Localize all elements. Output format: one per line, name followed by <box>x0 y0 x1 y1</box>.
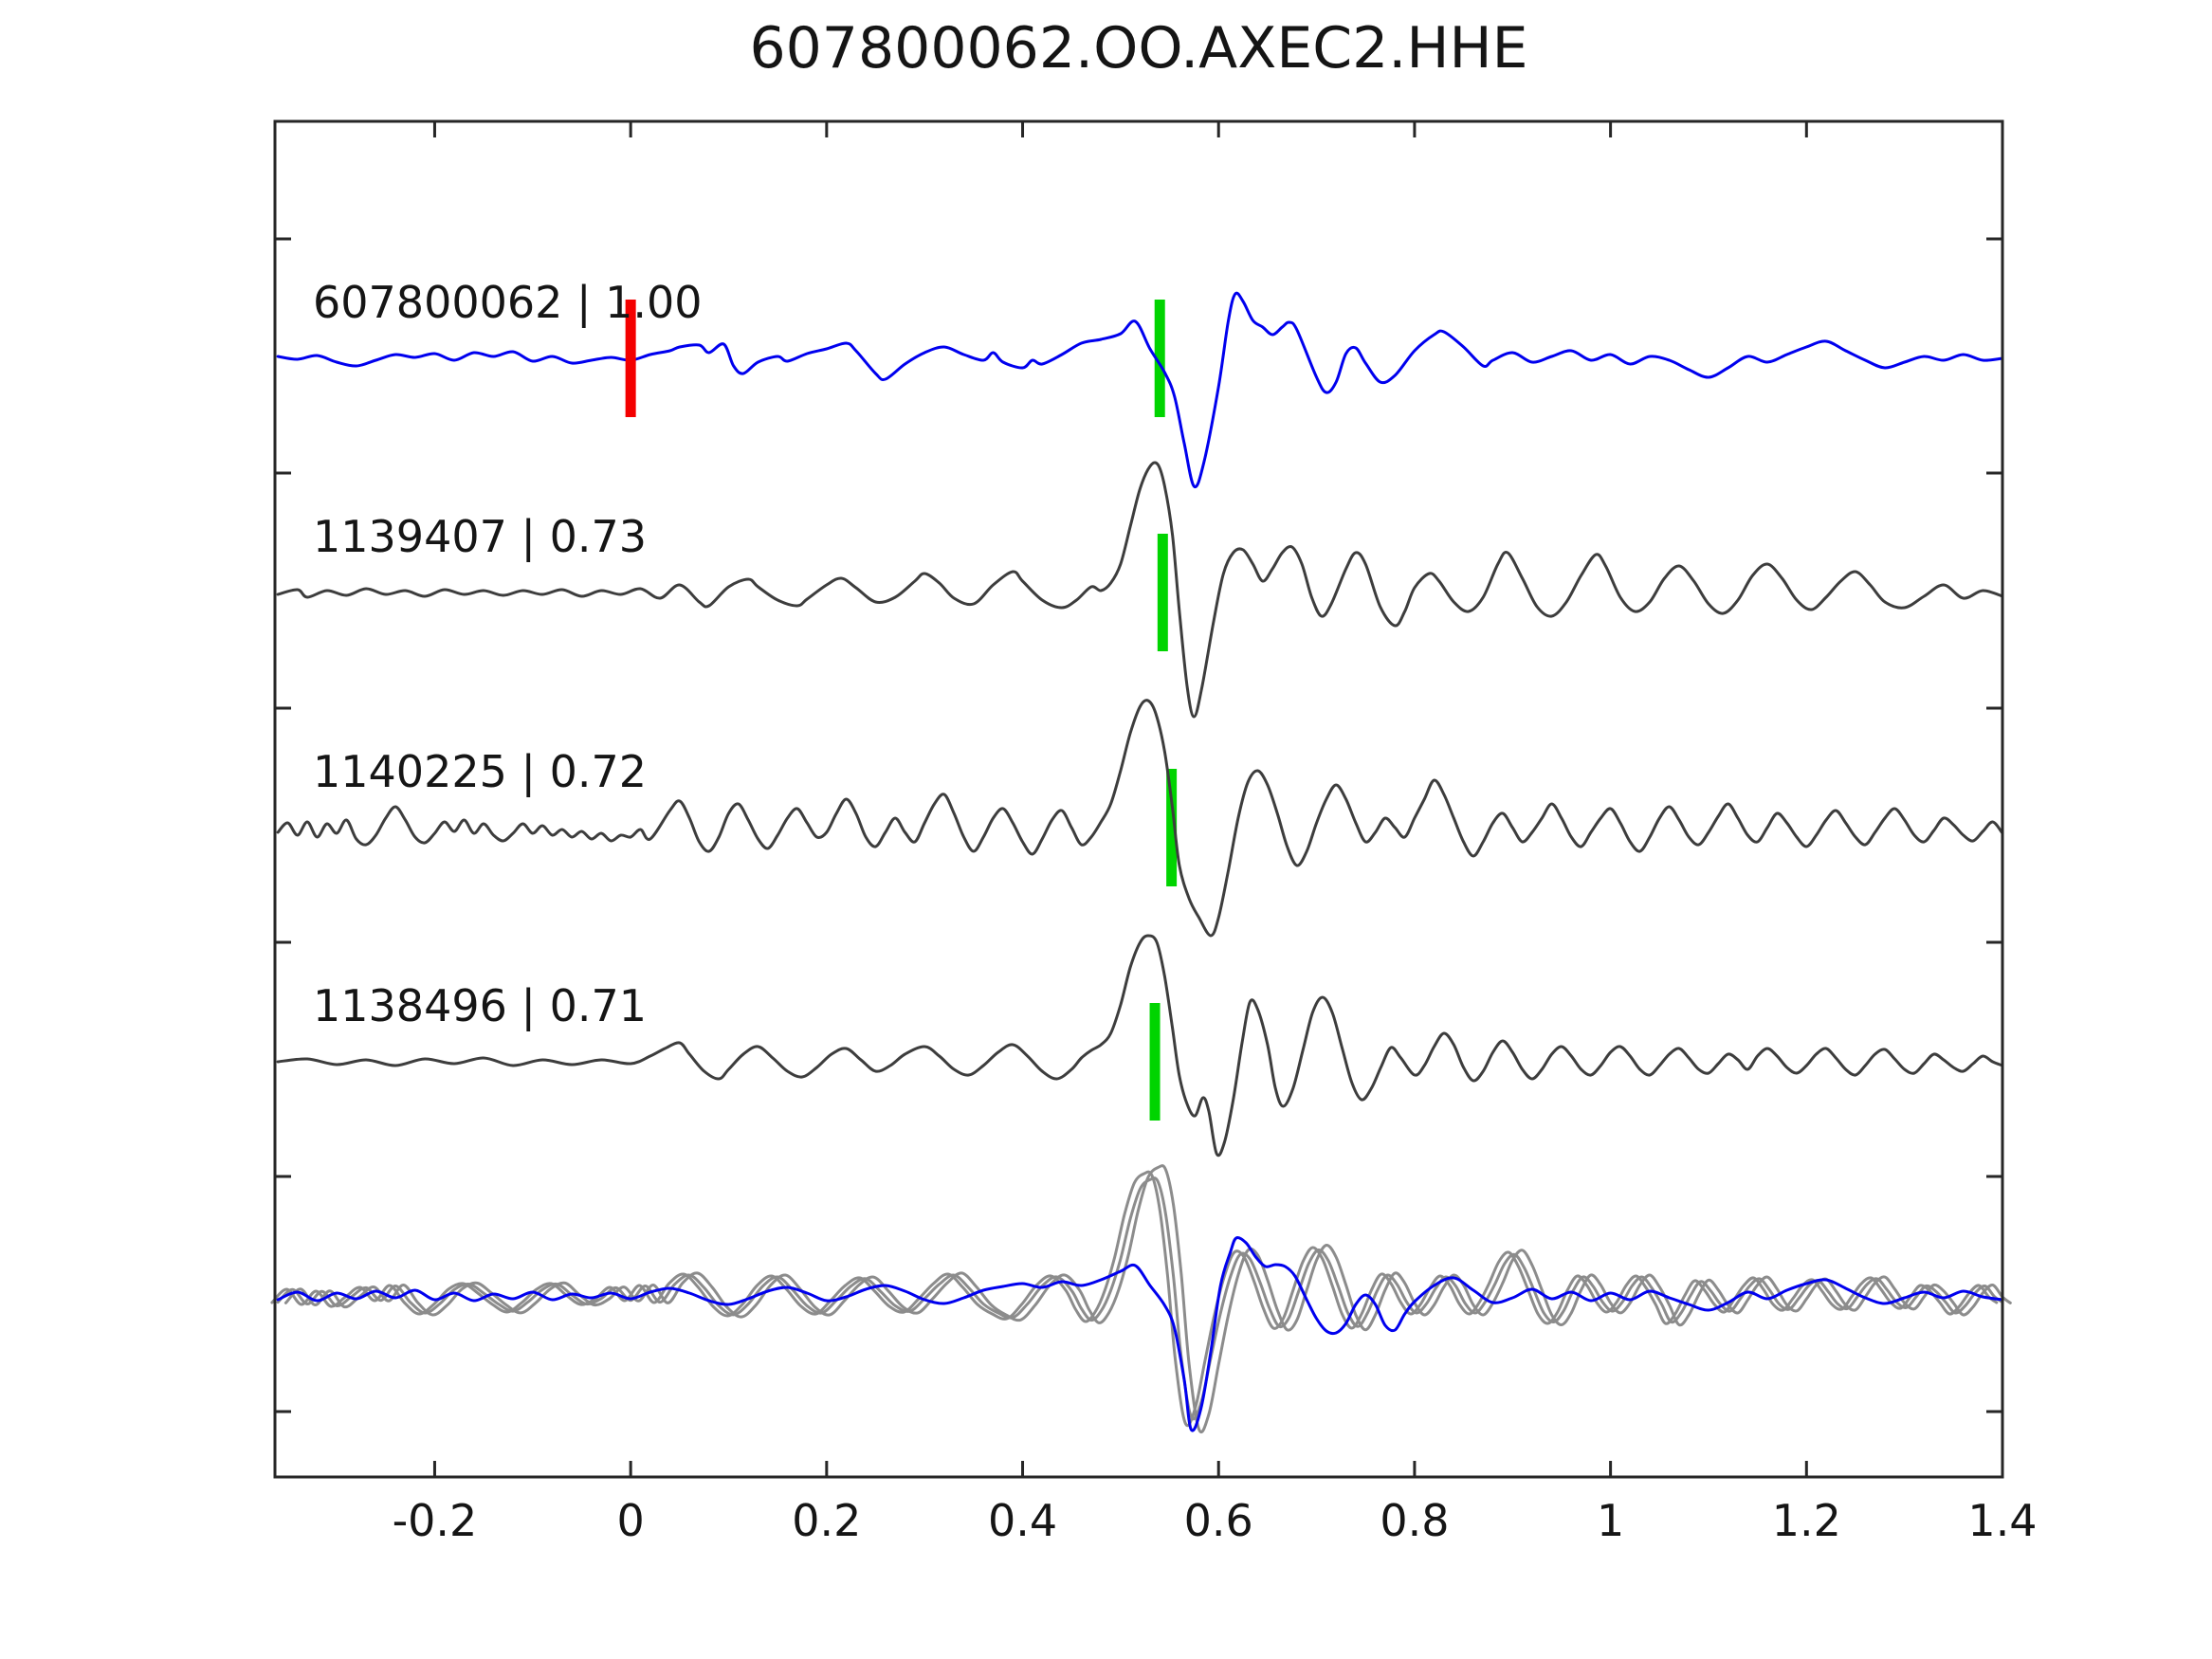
x-tick-label: 0 <box>617 1495 645 1546</box>
x-tick-label: 0.4 <box>988 1495 1057 1546</box>
overlay-detection-trace-2 <box>276 1176 2004 1421</box>
x-tick-label: 1 <box>1597 1495 1624 1546</box>
x-tick-label: -0.2 <box>393 1495 478 1546</box>
overlay-template-trace <box>276 1236 2004 1432</box>
trace-label-1139407: 1139407 | 0.73 <box>313 511 647 563</box>
trace-label-1138496: 1138496 | 0.71 <box>313 980 647 1032</box>
trace-label-1140225: 1140225 | 0.72 <box>313 746 647 798</box>
overlay-detection-trace-3 <box>283 1164 2012 1434</box>
x-tick-label: 1.4 <box>1967 1495 2037 1546</box>
x-tick-label: 0.2 <box>792 1495 861 1546</box>
chart-title: 607800062.OO.AXEC2.HHE <box>749 15 1528 82</box>
trace-1139407 <box>276 461 2004 719</box>
trace-label-607800062: 607800062 | 1.00 <box>313 277 703 329</box>
trace-1138496 <box>276 934 2004 1158</box>
overlay-detection-trace-1 <box>270 1170 1999 1428</box>
x-tick-label: 0.6 <box>1184 1495 1253 1546</box>
trace-1140225 <box>276 699 2004 938</box>
x-tick-label: 0.8 <box>1380 1495 1449 1546</box>
plot-frame <box>273 119 2004 1479</box>
x-tick-label: 1.2 <box>1772 1495 1841 1546</box>
